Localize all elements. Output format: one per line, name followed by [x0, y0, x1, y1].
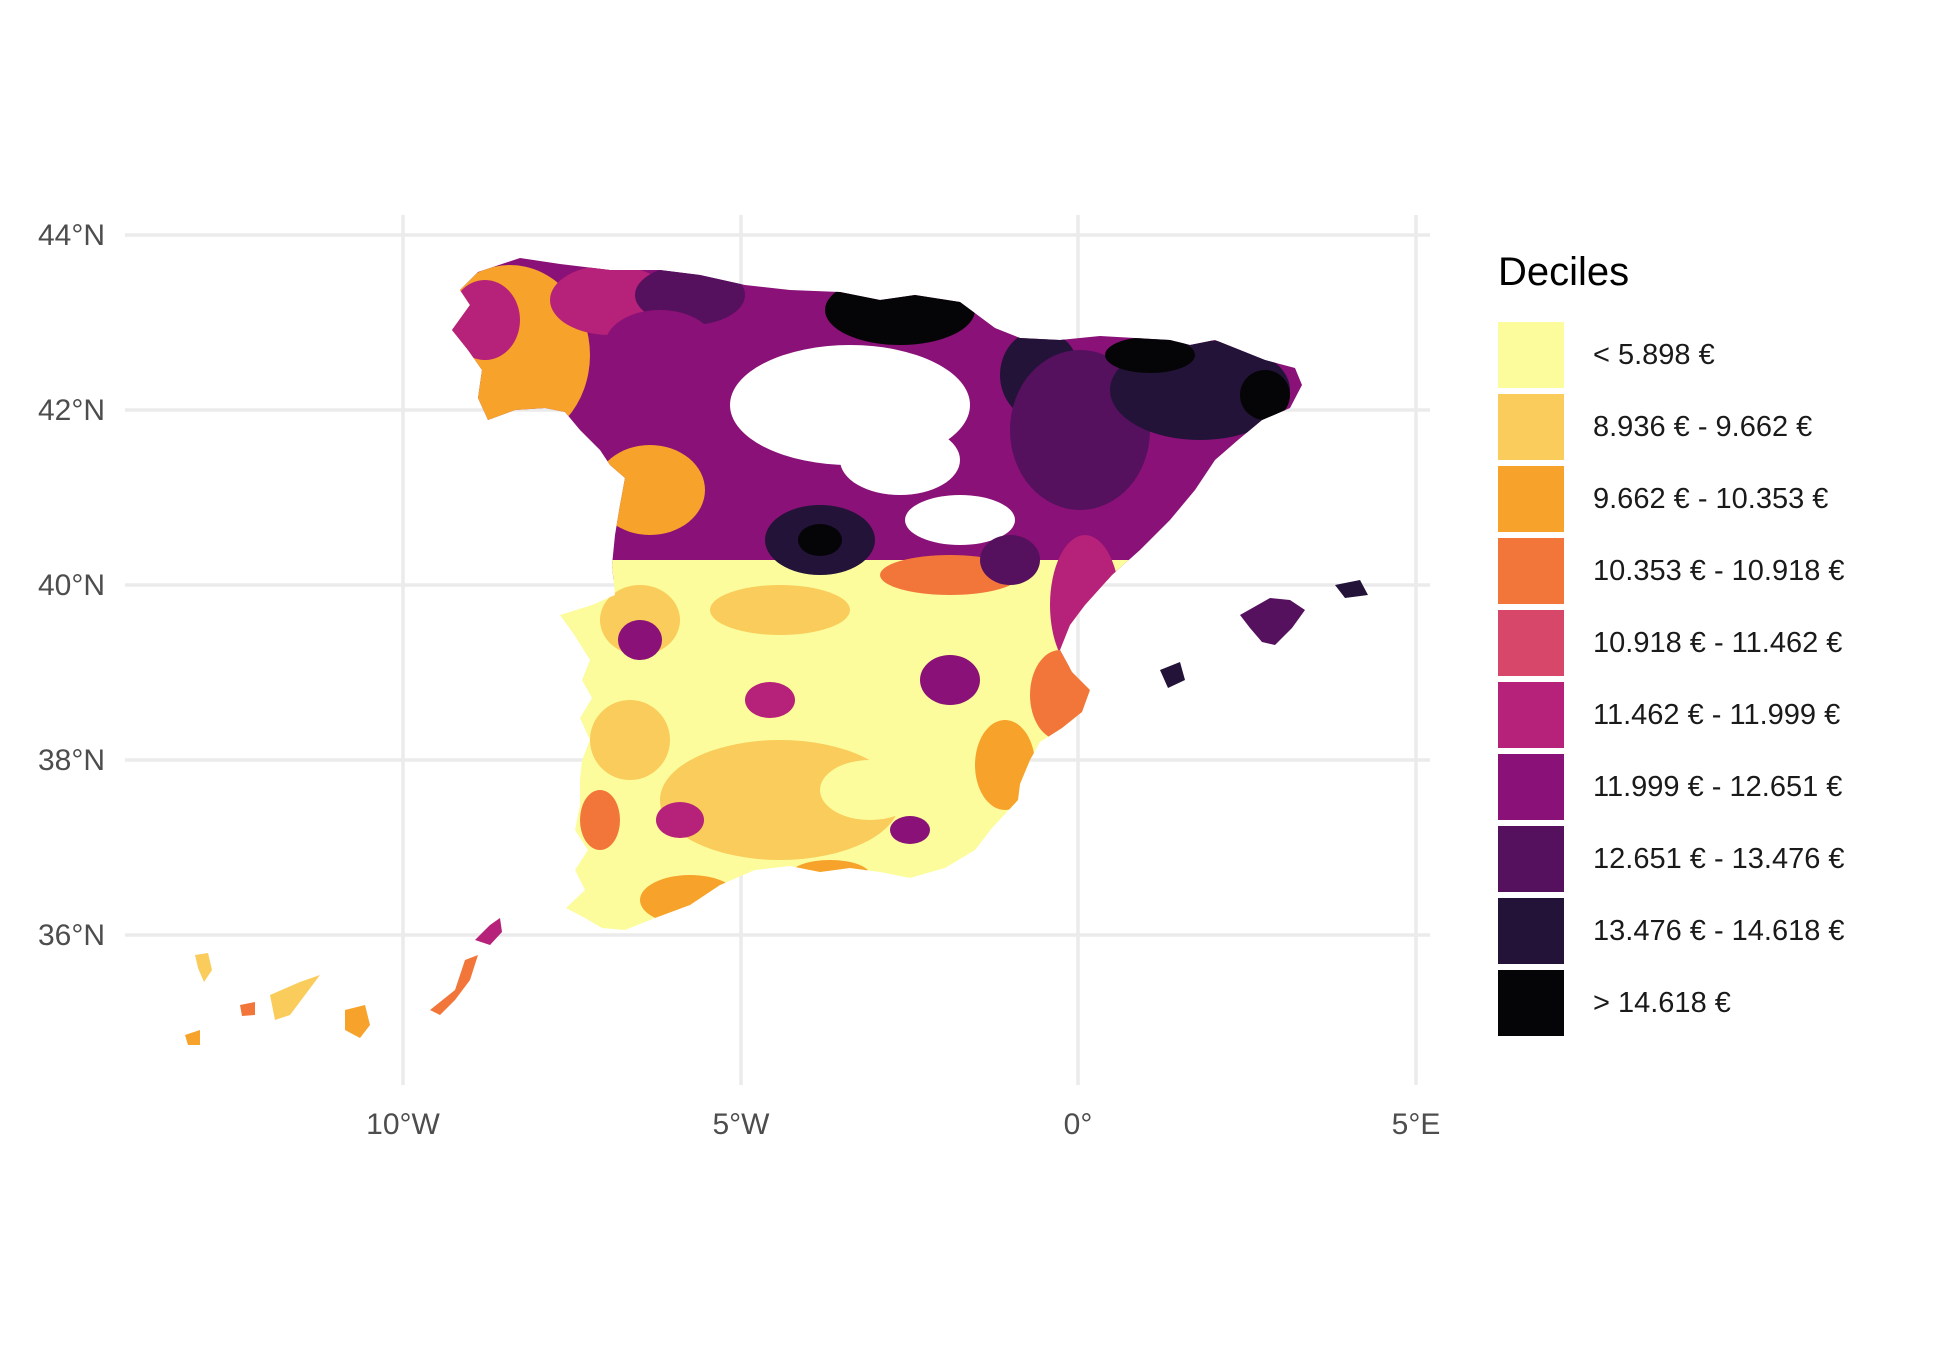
- region-catalonia-north: [1105, 337, 1195, 373]
- legend-label: 9.662 € - 10.353 €: [1593, 482, 1829, 515]
- legend-swatch: [1498, 466, 1564, 532]
- legend-item: > 14.618 €: [1498, 967, 1928, 1039]
- legend-item: 13.476 € - 14.618 €: [1498, 895, 1928, 967]
- lon-label: 5°E: [1392, 1108, 1441, 1141]
- legend-swatch: [1498, 538, 1564, 604]
- island-la-gomera: [240, 1002, 255, 1016]
- legend-label: < 5.898 €: [1593, 338, 1715, 371]
- island-gran-canaria: [345, 1005, 370, 1038]
- legend-item: 10.918 € - 11.462 €: [1498, 607, 1928, 679]
- region-badajoz: [590, 700, 670, 780]
- legend-label: 11.999 € - 12.651 €: [1593, 770, 1843, 803]
- region-valencia-coast: [1030, 650, 1090, 740]
- region-catalonia-coast: [1240, 370, 1290, 420]
- legend-item: 8.936 € - 9.662 €: [1498, 391, 1928, 463]
- legend-title: Deciles: [1498, 250, 1630, 294]
- region-ciudad-real: [745, 682, 795, 718]
- legend-label: 10.918 € - 11.462 €: [1593, 626, 1843, 659]
- region-sevilla: [656, 802, 704, 838]
- legend-swatch: [1498, 754, 1564, 820]
- lon-label: 0°: [1064, 1108, 1093, 1141]
- region-albacete: [920, 655, 980, 705]
- legend-label: 11.462 € - 11.999 €: [1593, 698, 1841, 731]
- lat-axis-labels: 44°N 42°N 40°N 38°N 36°N: [38, 219, 105, 952]
- island-menorca: [1335, 580, 1368, 598]
- region-cantabria: [635, 265, 745, 325]
- legend-item: 12.651 € - 13.476 €: [1498, 823, 1928, 895]
- legend-item: < 5.898 €: [1498, 319, 1928, 391]
- region-teruel: [980, 535, 1040, 585]
- region-huelva: [580, 790, 620, 850]
- lat-label: 40°N: [38, 569, 105, 602]
- legend-label: 8.936 € - 9.662 €: [1593, 410, 1813, 443]
- region-murcia: [975, 720, 1035, 810]
- region-castilla-gap-3: [905, 495, 1015, 545]
- canary-islands: [185, 918, 502, 1045]
- region-caceres: [618, 620, 662, 660]
- lat-label: 38°N: [38, 744, 105, 777]
- legend-label: 10.353 € - 10.918 €: [1593, 554, 1845, 587]
- region-basque: [825, 275, 975, 345]
- lon-label: 5°W: [713, 1108, 771, 1141]
- legend-label: > 14.618 €: [1593, 986, 1731, 1019]
- island-lanzarote: [475, 918, 502, 945]
- lat-label: 42°N: [38, 394, 105, 427]
- legend-swatch: [1498, 970, 1564, 1036]
- legend-swatch: [1498, 322, 1564, 388]
- region-malaga: [790, 860, 870, 890]
- island-el-hierro: [185, 1030, 200, 1045]
- legend-swatch: [1498, 898, 1564, 964]
- region-leon: [605, 310, 715, 380]
- lat-label: 36°N: [38, 919, 105, 952]
- legend-label: 12.651 € - 13.476 €: [1593, 842, 1845, 875]
- legend-item: 10.353 € - 10.918 €: [1498, 535, 1928, 607]
- region-cadiz: [640, 875, 740, 925]
- legend-swatch: [1498, 610, 1564, 676]
- balearic-islands: [1160, 580, 1368, 688]
- island-tenerife: [270, 975, 320, 1020]
- legend-item: 9.662 € - 10.353 €: [1498, 463, 1928, 535]
- legend-swatch: [1498, 826, 1564, 892]
- island-fuerteventura: [430, 955, 478, 1015]
- region-toledo: [710, 585, 850, 635]
- island-mallorca: [1240, 598, 1305, 645]
- region-salamanca: [595, 445, 705, 535]
- legend-item: 11.999 € - 12.651 €: [1498, 751, 1928, 823]
- legend-swatch: [1498, 682, 1564, 748]
- lon-label: 10°W: [366, 1108, 440, 1141]
- legend-item: 11.462 € - 11.999 €: [1498, 679, 1928, 751]
- region-granada: [890, 816, 930, 844]
- region-jaen: [820, 760, 920, 820]
- region-castilla-gap-2: [840, 425, 960, 495]
- island-la-palma: [195, 953, 212, 982]
- region-madrid-center: [798, 524, 842, 556]
- lon-axis-labels: 10°W 5°W 0° 5°E: [366, 1108, 1440, 1141]
- legend: Deciles < 5.898 € 8.936 € - 9.662 € 9.66…: [1498, 250, 1928, 1039]
- island-ibiza: [1160, 662, 1185, 688]
- legend-items: < 5.898 € 8.936 € - 9.662 € 9.662 € - 10…: [1498, 319, 1928, 1039]
- mainland-spain: [452, 258, 1302, 930]
- region-galicia-coast: [452, 280, 520, 360]
- legend-swatch: [1498, 394, 1564, 460]
- legend-label: 13.476 € - 14.618 €: [1593, 914, 1845, 947]
- lat-label: 44°N: [38, 219, 105, 252]
